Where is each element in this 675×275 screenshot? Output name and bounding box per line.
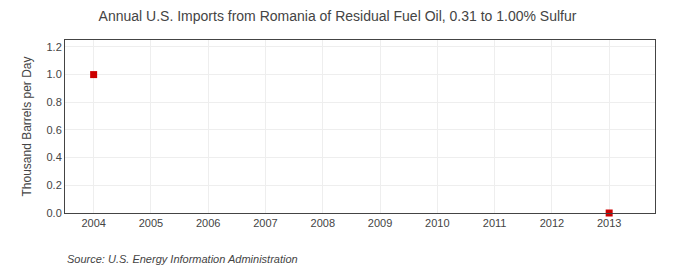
svg-text:1.0: 1.0 <box>47 68 62 80</box>
svg-text:Thousand Barrels per Day: Thousand Barrels per Day <box>20 56 34 196</box>
svg-text:Annual U.S. Imports from Roman: Annual U.S. Imports from Romania of Resi… <box>99 8 577 24</box>
svg-text:2009: 2009 <box>368 217 392 229</box>
svg-text:2008: 2008 <box>311 217 335 229</box>
svg-text:0.6: 0.6 <box>47 124 62 136</box>
svg-text:0.0: 0.0 <box>47 207 62 219</box>
svg-text:0.4: 0.4 <box>47 151 62 163</box>
svg-text:0.2: 0.2 <box>47 179 62 191</box>
svg-text:2005: 2005 <box>139 217 163 229</box>
svg-text:2007: 2007 <box>253 217 277 229</box>
svg-text:2013: 2013 <box>597 217 621 229</box>
svg-text:2010: 2010 <box>425 217 449 229</box>
svg-text:2004: 2004 <box>81 217 105 229</box>
svg-text:2006: 2006 <box>196 217 220 229</box>
svg-text:1.2: 1.2 <box>47 41 62 53</box>
svg-text:2011: 2011 <box>483 217 507 229</box>
svg-text:Source: U.S. Energy Informatio: Source: U.S. Energy Information Administ… <box>67 253 298 265</box>
svg-text:0.8: 0.8 <box>47 96 62 108</box>
svg-text:2012: 2012 <box>540 217 564 229</box>
